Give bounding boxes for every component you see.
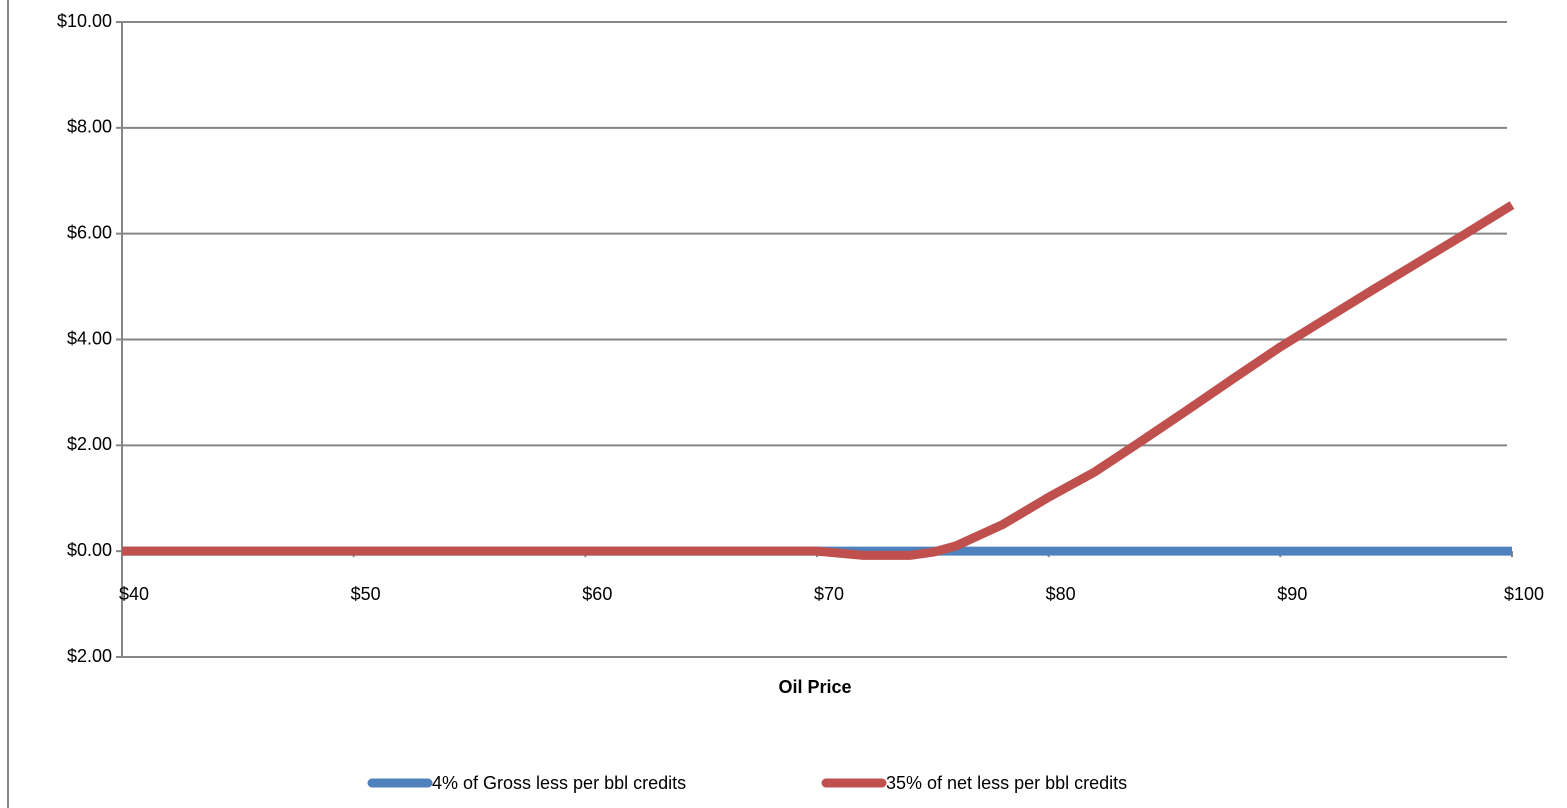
y-tick-label: $2.00: [67, 434, 112, 454]
x-tick-label: $60: [582, 584, 612, 604]
y-tick-label: $10.00: [57, 11, 112, 31]
data-line: [122, 201, 1515, 560]
y-tick-label: $0.00: [67, 540, 112, 560]
x-tick-label: $80: [1046, 584, 1076, 604]
x-tick-label: $100: [1504, 584, 1544, 604]
y-tick-label: $8.00: [67, 117, 112, 137]
x-tick-label: $40: [119, 584, 149, 604]
y-tick-label: $2.00: [67, 646, 112, 666]
y-tick-label: $6.00: [67, 222, 112, 242]
legend-label: 4% of Gross less per bbl credits: [432, 773, 686, 793]
x-tick-label: $90: [1277, 584, 1307, 604]
y-tick-label: $4.00: [67, 328, 112, 348]
x-tick-label: $50: [351, 584, 381, 604]
legend-label: 35% of net less per bbl credits: [886, 773, 1127, 793]
x-tick-label: $70: [814, 584, 844, 604]
x-axis-title: Oil Price: [778, 677, 851, 697]
